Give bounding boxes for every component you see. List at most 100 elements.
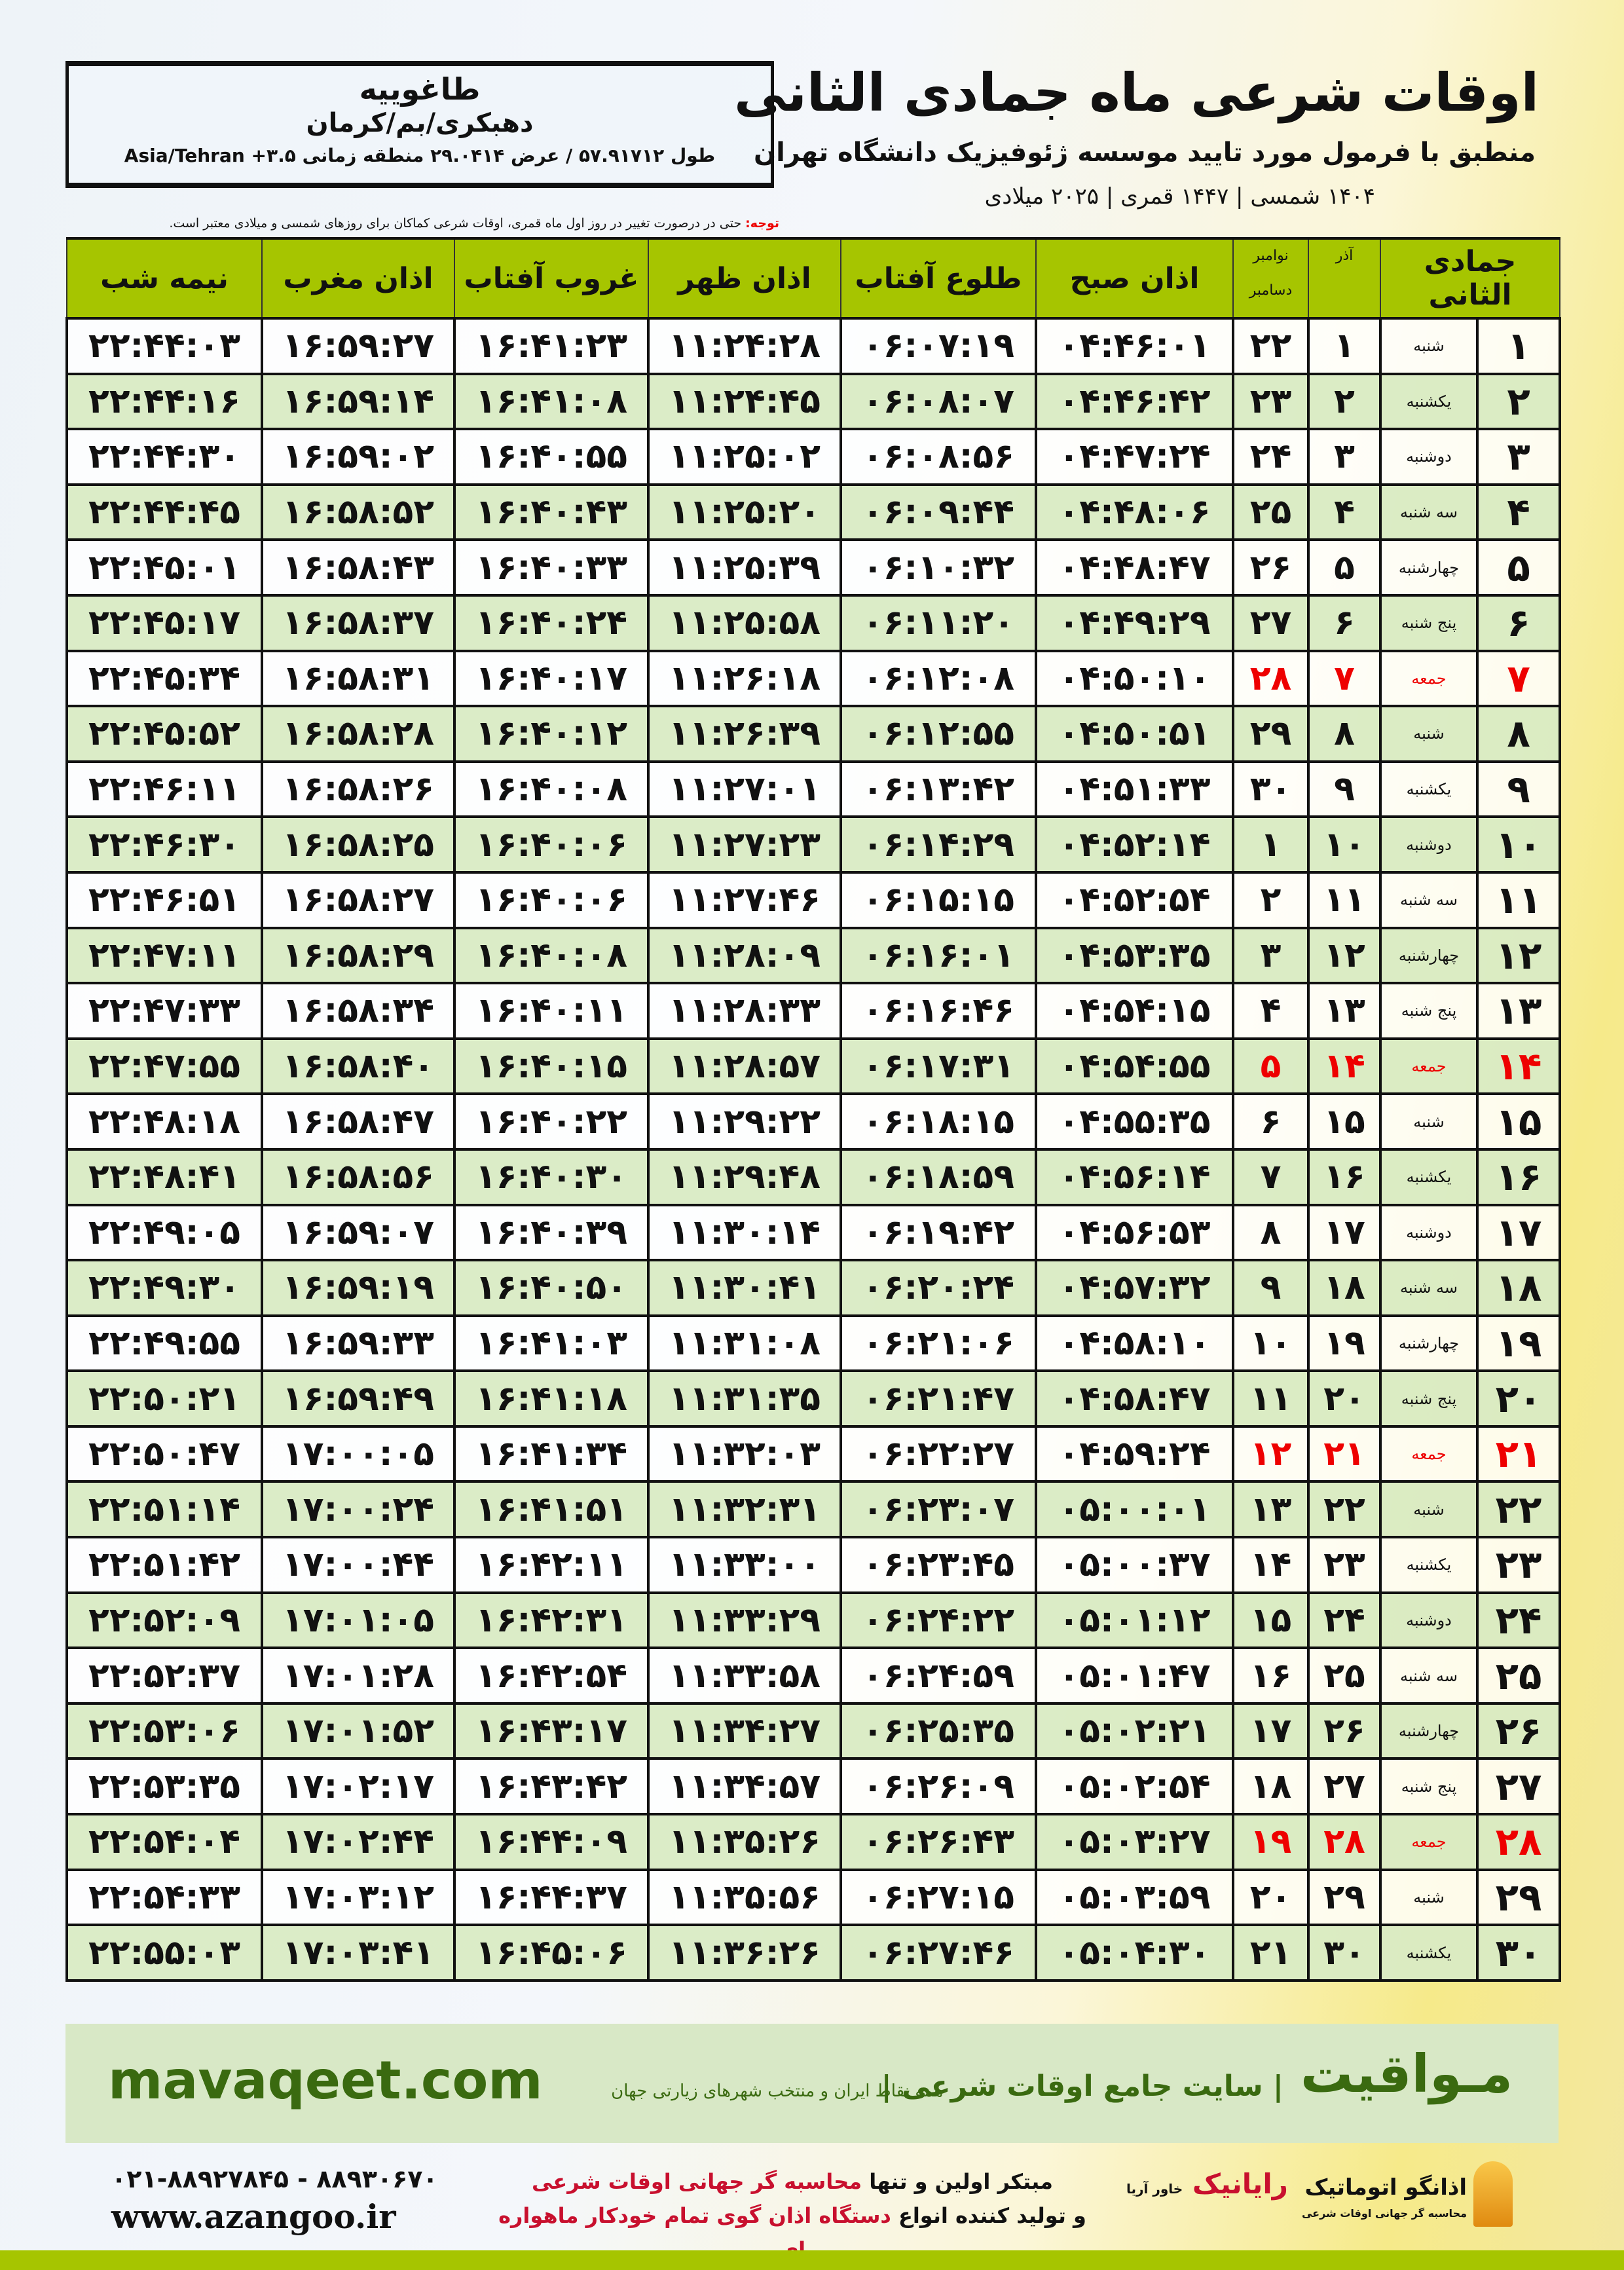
sunrise-time: ۰۶:۱۲:۰۸ (840, 649, 1037, 708)
maghrib-time: ۱۶:۵۹:۴۹ (261, 1369, 456, 1428)
phone-numbers: ۰۲۱-۸۸۹۲۷۸۴۵ - ۸۸۹۳۰۶۷۰ (111, 2165, 438, 2193)
maghrib-time: ۱۶:۵۸:۲۶ (261, 760, 456, 819)
sunrise-time: ۰۶:۱۹:۴۲ (840, 1203, 1037, 1262)
sunrise-time: ۰۶:۱۰:۳۲ (840, 538, 1037, 597)
midnight-time: ۲۲:۴۴:۳۰ (65, 428, 263, 486)
dhuhr-time: ۱۱:۳۳:۲۹ (647, 1591, 842, 1650)
col-hijri: جمادی الثانی (1379, 237, 1561, 320)
azar-day: ۵ (1307, 538, 1382, 597)
maghrib-time: ۱۶:۵۸:۵۶ (261, 1147, 456, 1206)
col-nov: نوامبر (1253, 248, 1289, 264)
weekday: یکشنبه (1378, 372, 1479, 431)
promo-text: مبتکر اولین و تنها محاسبه گر جهانی اوقات… (498, 2165, 1087, 2267)
hijri-day: ۱۱ (1476, 870, 1562, 929)
sunset-time: ۱۶:۴۰:۲۴ (453, 593, 650, 652)
table-row: ۱ شنبه ۱ ۲۲ ۰۴:۴۶:۰۱ ۰۶:۰۷:۱۹ ۱۱:۲۴:۲۸ ۱۶:۴۱:۲۳… (65, 317, 1562, 375)
hijri-day: ۲۶ (1476, 1702, 1562, 1760)
gregorian-day: ۵ (1232, 1037, 1310, 1096)
hijri-day: ۲۴ (1476, 1591, 1562, 1650)
table-row: ۲۸ جمعه ۲۸ ۱۹ ۰۵:۰۳:۲۷ ۰۶:۲۶:۴۳ ۱۱:۳۵:۲۶ ۱۶:۴۴:… (65, 1813, 1562, 1871)
sunrise-time: ۰۶:۲۶:۰۹ (840, 1757, 1037, 1816)
maghrib-time: ۱۷:۰۳:۴۱ (261, 1924, 456, 1982)
dhuhr-time: ۱۱:۲۵:۰۲ (647, 428, 842, 486)
table-row: ۲۷ پنج شنبه ۲۷ ۱۸ ۰۵:۰۲:۵۴ ۰۶:۲۶:۰۹ ۱۱:۳۴:۵۷ ۱۶… (65, 1757, 1562, 1816)
sunrise-time: ۰۶:۱۱:۲۰ (840, 593, 1037, 652)
gregorian-day: ۲۳ (1232, 372, 1310, 431)
midnight-time: ۲۲:۵۴:۳۳ (65, 1868, 263, 1927)
weekday: چهارشنبه (1378, 1702, 1479, 1760)
fajr-time: ۰۴:۵۴:۵۵ (1035, 1037, 1234, 1096)
sunset-time: ۱۶:۴۳:۴۲ (453, 1757, 650, 1816)
sunset-time: ۱۶:۴۰:۰۶ (453, 870, 650, 929)
gregorian-day: ۲۴ (1232, 428, 1310, 486)
midnight-time: ۲۲:۵۲:۳۷ (65, 1647, 263, 1705)
azar-day: ۱۲ (1307, 926, 1382, 985)
location-coordinates: طول ۵۷.۹۱۷۱۲ / عرض ۲۹.۰۴۱۴ منطقه زمانی A… (124, 145, 716, 166)
azar-day: ۱۱ (1307, 870, 1382, 929)
sunset-time: ۱۶:۴۰:۱۲ (453, 705, 650, 763)
sunset-time: ۱۶:۴۰:۲۲ (453, 1092, 650, 1151)
hijri-day: ۱۰ (1476, 815, 1562, 874)
gregorian-day: ۱ (1232, 815, 1310, 874)
maghrib-time: ۱۷:۰۲:۴۴ (261, 1813, 456, 1871)
azar-day: ۳ (1307, 428, 1382, 486)
fajr-time: ۰۴:۵۶:۵۳ (1035, 1203, 1234, 1262)
table-row: ۱۵ شنبه ۱۵ ۶ ۰۴:۵۵:۳۵ ۰۶:۱۸:۱۵ ۱۱:۲۹:۲۲ ۱۶:۴۰:۲… (65, 1092, 1562, 1151)
hijri-day: ۲۵ (1476, 1647, 1562, 1705)
azar-day: ۲ (1307, 372, 1382, 431)
maghrib-time: ۱۶:۵۸:۳۴ (261, 982, 456, 1040)
page-title: اوقات شرعی ماه جمادی الثانی (733, 62, 1539, 123)
sunset-time: ۱۶:۴۱:۰۳ (453, 1314, 650, 1373)
azar-day: ۲۱ (1307, 1424, 1382, 1483)
midnight-time: ۲۲:۵۲:۰۹ (65, 1591, 263, 1650)
gregorian-day: ۱۷ (1232, 1702, 1310, 1760)
fajr-time: ۰۴:۵۴:۱۵ (1035, 982, 1234, 1040)
dhuhr-time: ۱۱:۲۵:۳۹ (647, 538, 842, 597)
sunset-time: ۱۶:۴۱:۳۴ (453, 1424, 650, 1483)
sunrise-time: ۰۶:۲۰:۲۴ (840, 1259, 1037, 1317)
note-text: حتی در درصورت تغییر در روز اول ماه قمری،… (169, 216, 746, 231)
fajr-time: ۰۴:۴۶:۴۲ (1035, 372, 1234, 431)
fajr-time: ۰۴:۴۷:۲۴ (1035, 428, 1234, 486)
azar-day: ۲۰ (1307, 1369, 1382, 1428)
azangoo-logo: اذانگو اتوماتیک محاسبه گر جهانی اوقات شر… (1297, 2161, 1513, 2233)
fajr-time: ۰۴:۵۲:۵۴ (1035, 870, 1234, 929)
mavaqeet-banner: مـواقیت | سایت جامع اوقات شرعی | همه نقا… (65, 2024, 1559, 2143)
gregorian-day: ۲۸ (1232, 649, 1310, 708)
midnight-time: ۲۲:۴۶:۵۱ (65, 870, 263, 929)
azar-day: ۳۰ (1307, 1924, 1382, 1982)
fajr-time: ۰۵:۰۱:۱۲ (1035, 1591, 1234, 1650)
midnight-time: ۲۲:۵۱:۱۴ (65, 1480, 263, 1539)
table-row: ۲۰ پنج شنبه ۲۰ ۱۱ ۰۴:۵۸:۴۷ ۰۶:۲۱:۴۷ ۱۱:۳۱:۳۵ ۱۶… (65, 1369, 1562, 1428)
fajr-time: ۰۵:۰۲:۲۱ (1035, 1702, 1234, 1760)
maghrib-time: ۱۶:۵۸:۴۰ (261, 1037, 456, 1096)
table-row: ۶ پنج شنبه ۶ ۲۷ ۰۴:۴۹:۲۹ ۰۶:۱۱:۲۰ ۱۱:۲۵:۵۸ ۱۶:۴… (65, 593, 1562, 652)
mavaqeet-link[interactable]: mavaqeet.com (108, 2050, 543, 2111)
table-row: ۲۲ شنبه ۲۲ ۱۳ ۰۵:۰۰:۰۱ ۰۶:۲۳:۰۷ ۱۱:۳۲:۳۱ ۱۶:۴۱:… (65, 1480, 1562, 1539)
sunrise-time: ۰۶:۱۲:۵۵ (840, 705, 1037, 763)
azar-day: ۱۵ (1307, 1092, 1382, 1151)
dhuhr-time: ۱۱:۳۰:۱۴ (647, 1203, 842, 1262)
azangoo-link[interactable]: www.azangoo.ir (111, 2197, 396, 2236)
sunset-time: ۱۶:۴۱:۱۸ (453, 1369, 650, 1428)
dhuhr-time: ۱۱:۳۴:۵۷ (647, 1757, 842, 1816)
col-fajr: اذان صبح (1035, 237, 1234, 320)
gregorian-day: ۳ (1232, 926, 1310, 985)
azar-day: ۱۰ (1307, 815, 1382, 874)
weekday: یکشنبه (1378, 1536, 1479, 1594)
sunrise-time: ۰۶:۱۸:۱۵ (840, 1092, 1037, 1151)
weekday: یکشنبه (1378, 760, 1479, 819)
dhuhr-time: ۱۱:۳۵:۵۶ (647, 1868, 842, 1927)
maghrib-time: ۱۶:۵۸:۳۱ (261, 649, 456, 708)
weekday: سه شنبه (1378, 483, 1479, 542)
sunrise-time: ۰۶:۲۶:۴۳ (840, 1813, 1037, 1871)
weekday: شنبه (1378, 317, 1479, 375)
sunset-time: ۱۶:۴۰:۳۹ (453, 1203, 650, 1262)
brand-subtitle: | سایت جامع اوقات شرعی | (881, 2070, 1283, 2103)
azangoo-name: اذانگو اتوماتیک (1304, 2174, 1467, 2201)
maghrib-time: ۱۶:۵۹:۱۴ (261, 372, 456, 431)
weekday: پنج شنبه (1378, 982, 1479, 1040)
gregorian-day: ۱۴ (1232, 1536, 1310, 1594)
table-row: ۲۳ یکشنبه ۲۳ ۱۴ ۰۵:۰۰:۳۷ ۰۶:۲۳:۴۵ ۱۱:۳۳:۰۰ ۱۶:۴… (65, 1536, 1562, 1594)
table-row: ۳۰ یکشنبه ۳۰ ۲۱ ۰۵:۰۴:۳۰ ۰۶:۲۷:۴۶ ۱۱:۳۶:۲۶ ۱۶:۴… (65, 1924, 1562, 1982)
